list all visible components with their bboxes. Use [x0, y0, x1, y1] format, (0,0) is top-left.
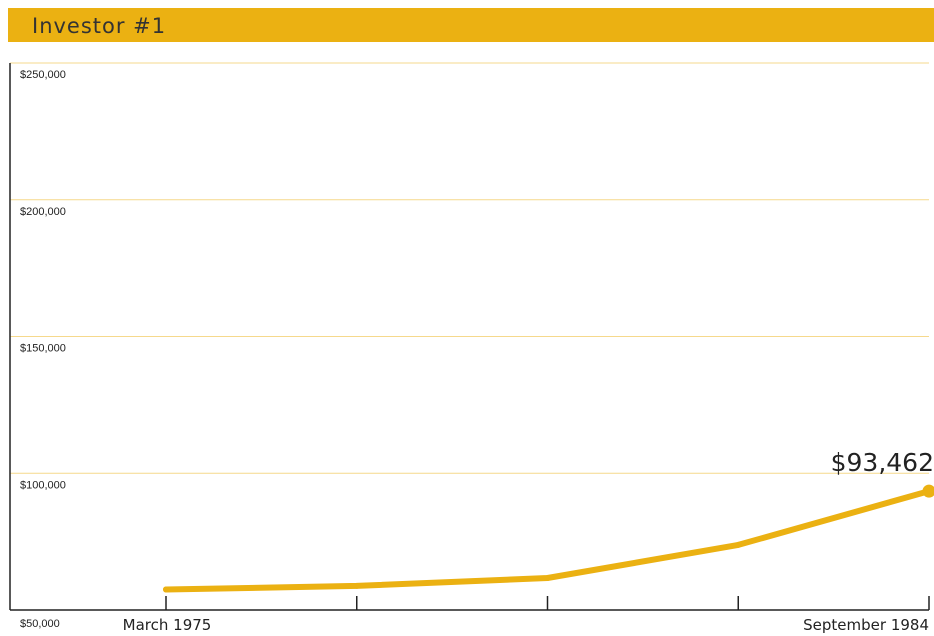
- chart-title: Investor #1: [32, 14, 167, 38]
- end-point-marker: [922, 484, 934, 498]
- end-value-label: $93,462: [831, 448, 934, 477]
- data-point: [353, 582, 360, 589]
- data-point: [735, 541, 742, 548]
- data-point: [163, 586, 169, 593]
- y-tick-label: $200,000: [20, 206, 66, 218]
- y-tick-label: $50,000: [20, 618, 60, 630]
- title-bar: Investor #1: [8, 8, 934, 42]
- y-tick-label: $100,000: [20, 479, 66, 491]
- x-tick-label: September 1984: [803, 616, 929, 634]
- y-tick-label: $250,000: [20, 69, 66, 81]
- x-tick-label: March 1975: [123, 616, 212, 634]
- y-tick-label: $150,000: [20, 343, 66, 355]
- series-line: [163, 488, 932, 593]
- data-point: [544, 575, 551, 582]
